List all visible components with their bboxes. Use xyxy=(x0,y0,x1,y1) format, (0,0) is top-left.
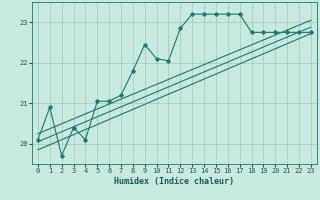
X-axis label: Humidex (Indice chaleur): Humidex (Indice chaleur) xyxy=(115,177,234,186)
